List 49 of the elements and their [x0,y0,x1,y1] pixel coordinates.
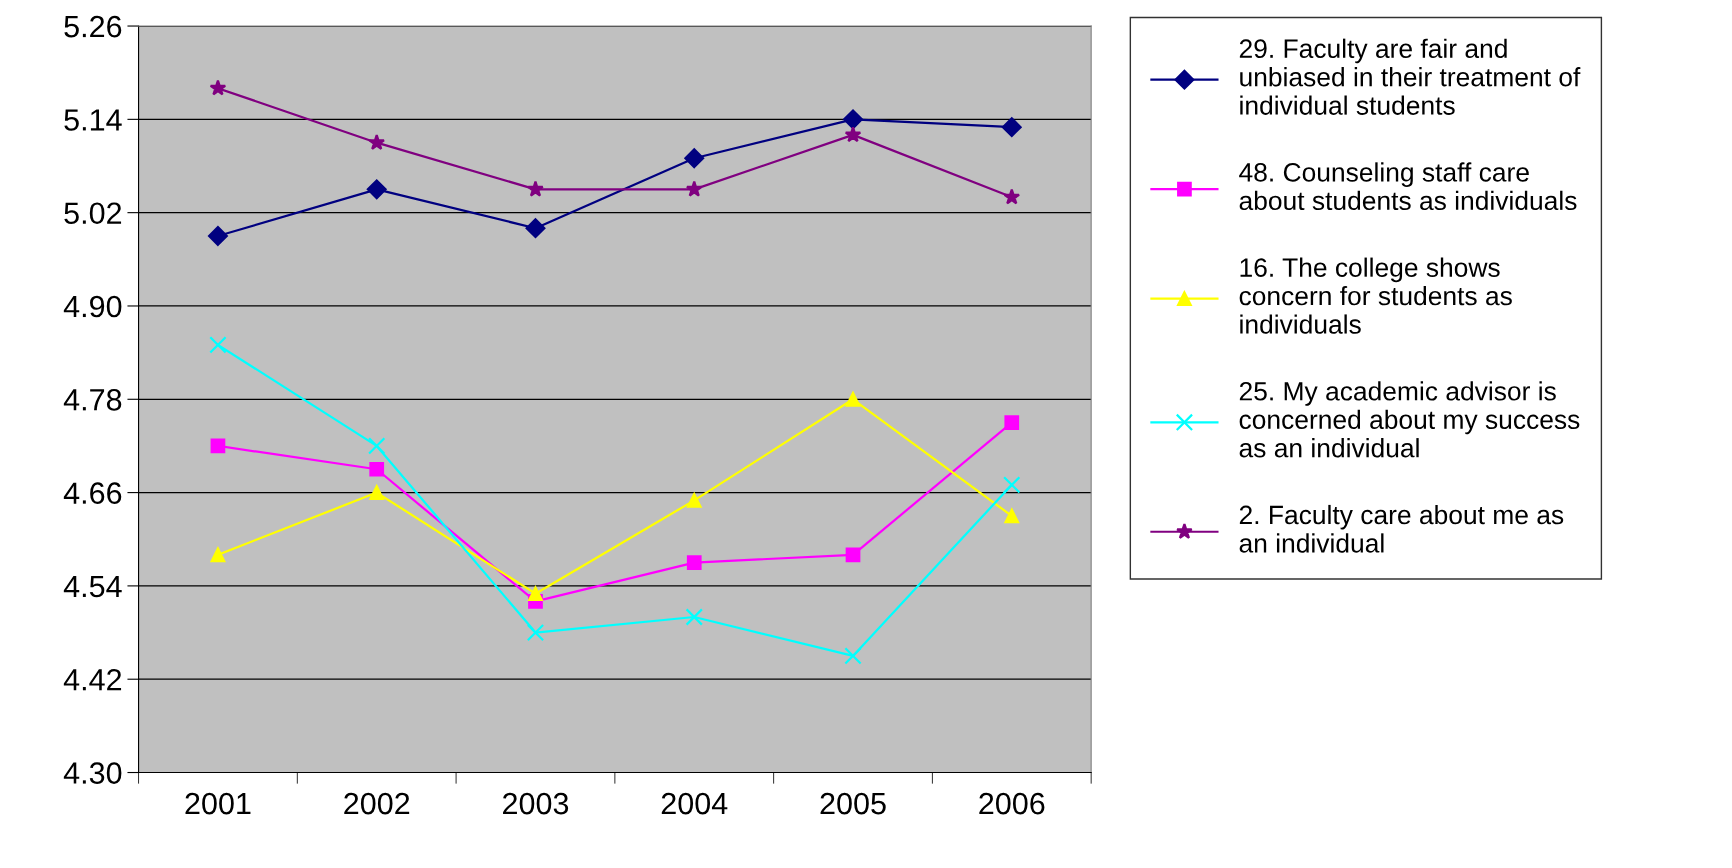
point [1004,508,1020,524]
point [1003,188,1021,205]
point [368,133,386,150]
point [845,547,861,563]
x-tick-label: 2003 [503,792,569,815]
x-tick-label: 2004 [661,792,728,815]
point [526,623,545,642]
point [684,148,705,169]
point [210,438,226,454]
y-tick-label: 4.30 [63,762,122,784]
point [844,647,862,665]
y-tick-label: 5.14 [64,109,122,131]
y-tick-label: 4.66 [63,482,122,504]
point [369,461,385,477]
point [843,109,863,130]
point [369,485,385,500]
point [527,180,544,197]
point [1004,415,1020,430]
x-tick-label: 2002 [344,792,410,815]
y-tick-label: 4.54 [63,575,122,598]
x-tick-label: 2005 [820,792,886,815]
y-tick-label: 4.90 [63,295,122,318]
legend-label: 16. The college shows concern for students as individuals [1239,257,1512,334]
point [1003,476,1021,494]
point [209,79,227,96]
point [685,180,703,197]
point [209,336,227,354]
point [367,437,386,455]
y-tick-label: 5.02 [64,202,122,225]
point [686,555,702,570]
legend-label: 48. Counseling staff care about students as individuals [1239,162,1577,211]
y-tick-label: 4.42 [63,668,122,691]
point [210,547,226,563]
point [366,179,387,200]
point [207,226,228,246]
point [844,126,862,143]
point [685,608,703,626]
point [525,218,546,239]
legend-label: 2. Faculty care about me as an individual [1239,504,1564,553]
y-tick-label: 5.26 [64,15,122,38]
y-tick-label: 4.78 [63,389,122,411]
point [528,586,543,602]
point [845,391,861,407]
x-tick-label: 2006 [979,792,1045,815]
x-tick-label: 2001 [185,792,251,815]
point [1001,117,1022,138]
point [686,493,702,508]
legend-label: 25. My academic advisor is concerned about my success as an individual [1239,381,1580,458]
legend-label: 29. Faculty are fair and unbiased in their treatment of individual students [1239,38,1581,115]
